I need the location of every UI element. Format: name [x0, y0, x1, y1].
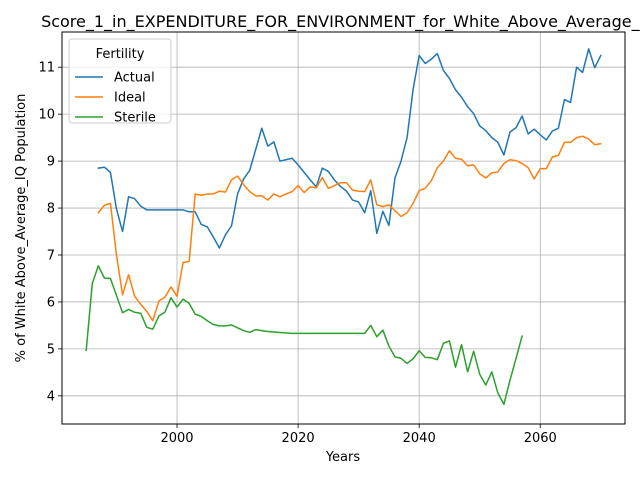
- legend-label-actual: Actual: [114, 71, 155, 86]
- x-tick-label: 2000: [160, 431, 193, 446]
- legend-label-sterile: Sterile: [114, 111, 156, 126]
- series-lines: [85, 48, 602, 406]
- y-tick-label: 9: [47, 155, 55, 170]
- grid-lines: [62, 32, 625, 424]
- y-tick-label: 5: [47, 342, 55, 357]
- y-tick-label: 4: [47, 389, 55, 404]
- x-tick-label: 2060: [524, 431, 557, 446]
- axis-ticks: 2000 2020 2040 2060 4 5 6 7 8 9 10 11: [38, 61, 556, 446]
- series-line-actual: [97, 48, 602, 249]
- legend-entries: Actual Ideal Sterile: [75, 71, 156, 126]
- x-tick-label: 2040: [403, 431, 436, 446]
- y-tick-label: 7: [47, 248, 55, 263]
- series-line-sterile: [85, 265, 524, 406]
- y-tick-label: 10: [38, 108, 55, 123]
- x-axis-label: Years: [325, 450, 361, 465]
- y-tick-label: 8: [47, 202, 55, 217]
- chart-title: Score_1_in_EXPENDITURE_FOR_ENVIRONMENT_f…: [41, 12, 640, 32]
- y-tick-label: 6: [47, 295, 55, 310]
- y-tick-label: 11: [38, 61, 55, 76]
- legend-label-ideal: Ideal: [114, 91, 146, 106]
- legend-box: [68, 38, 172, 124]
- y-axis-label: % of White Above_Average_IQ Population: [14, 94, 29, 363]
- legend-title: Fertility: [96, 47, 145, 62]
- x-tick-label: 2020: [282, 431, 315, 446]
- plot-frame: [61, 31, 626, 425]
- series-line-ideal: [97, 135, 602, 322]
- legend: Fertility Actual Ideal Sterile: [68, 38, 172, 126]
